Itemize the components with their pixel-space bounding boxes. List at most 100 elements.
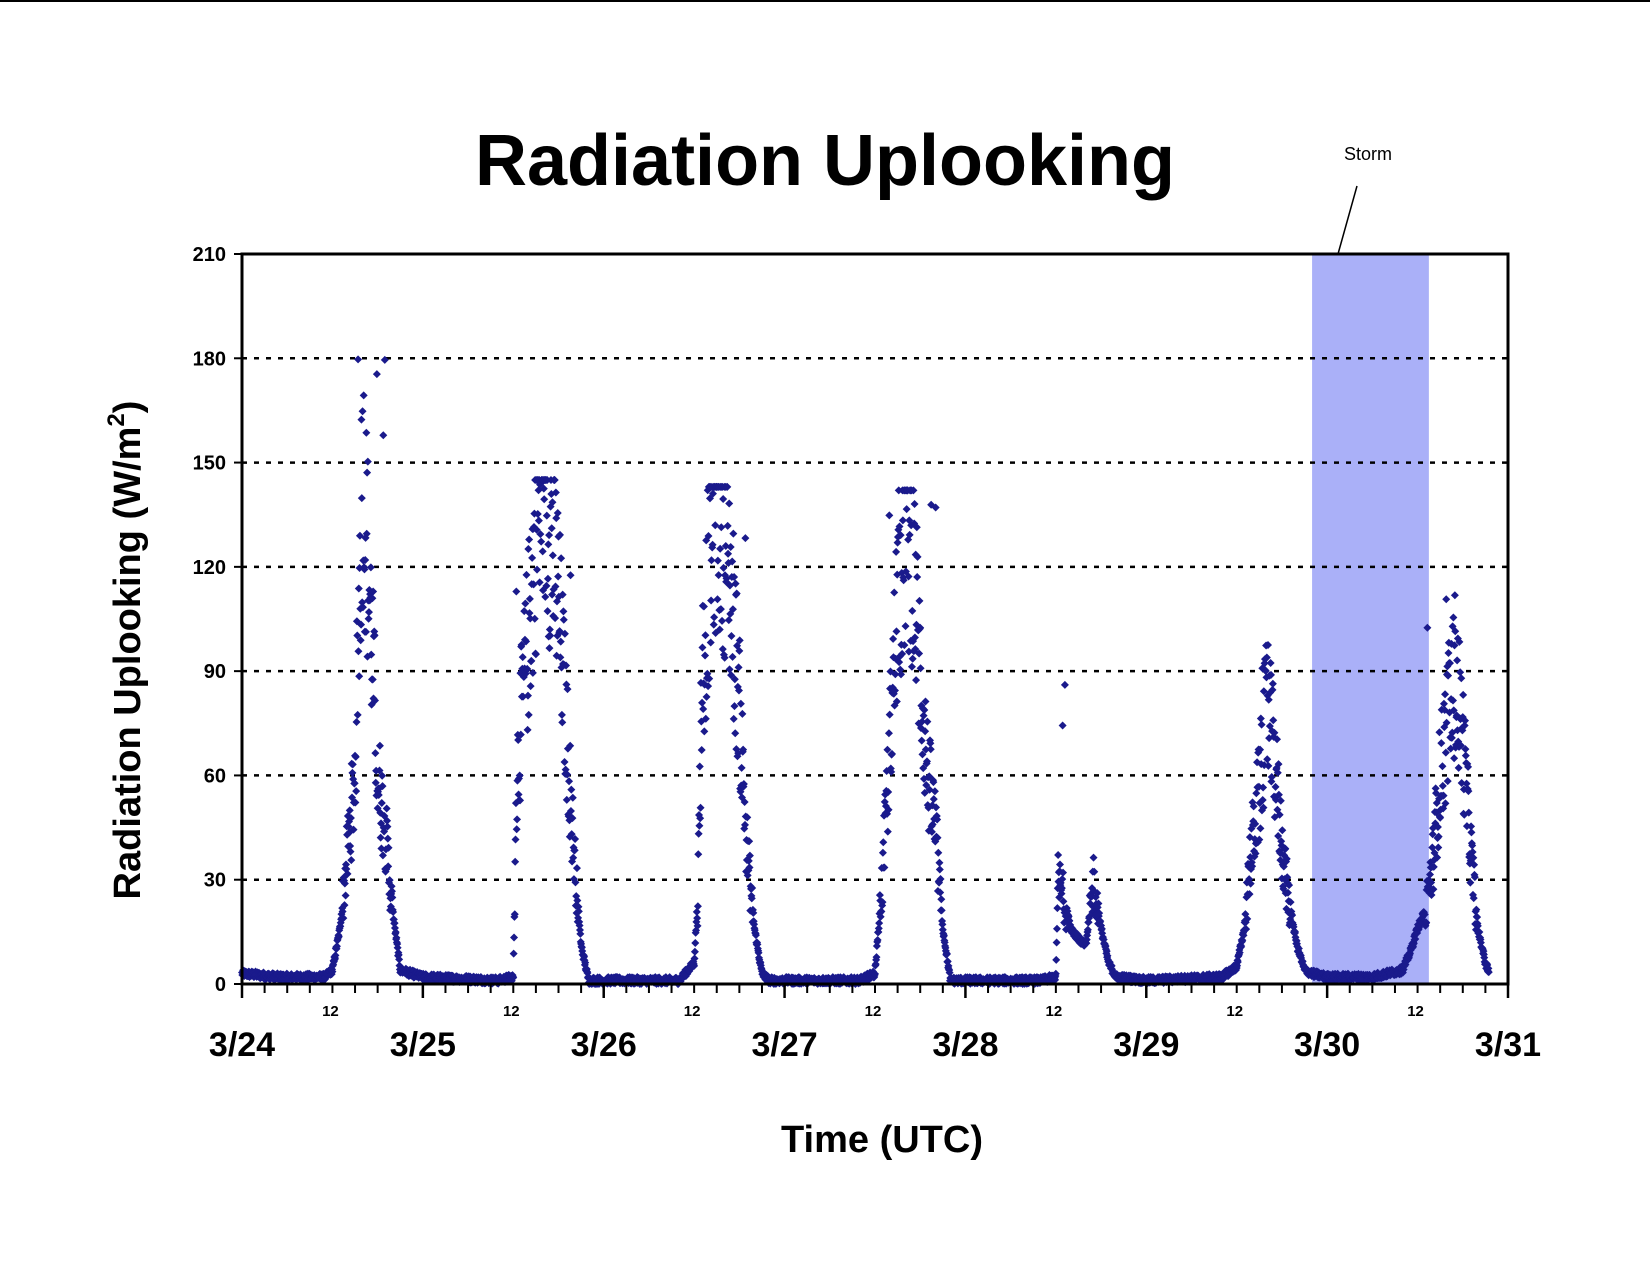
data-point (1059, 868, 1068, 877)
data-point (921, 697, 930, 706)
data-point (1252, 789, 1261, 798)
data-point (1450, 591, 1459, 600)
data-point (368, 675, 377, 684)
data-point (369, 587, 378, 596)
data-point (1461, 751, 1470, 760)
data-point (542, 511, 551, 520)
y-axis-title: Radiation Uplooking (W/m2) (103, 401, 149, 900)
data-point (1285, 881, 1294, 890)
data-point (340, 901, 349, 910)
data-point (694, 850, 703, 859)
data-point (354, 647, 363, 656)
data-point (1470, 860, 1479, 869)
data-point (1281, 844, 1290, 853)
data-point (899, 576, 908, 585)
data-point (904, 572, 913, 581)
data-point (1264, 761, 1273, 770)
y-tick-label: 180 (193, 348, 226, 370)
data-point (543, 607, 552, 616)
data-point (551, 582, 560, 591)
data-point (701, 714, 710, 723)
data-point (934, 848, 943, 857)
data-point (902, 505, 911, 514)
data-point (714, 571, 723, 580)
data-point (385, 876, 394, 885)
data-point (916, 623, 925, 632)
data-point (913, 572, 922, 581)
data-point (745, 851, 754, 860)
storm-annotation-leader (1337, 185, 1358, 255)
data-point (1467, 828, 1476, 837)
data-point (1052, 955, 1061, 964)
data-point (357, 494, 366, 503)
data-point (695, 821, 704, 830)
data-point (896, 670, 905, 679)
data-point (1261, 667, 1270, 676)
data-point (917, 736, 926, 745)
data-point (890, 588, 899, 597)
data-point (1441, 799, 1450, 808)
noon-label: 12 (322, 1003, 339, 1020)
data-point (558, 590, 567, 599)
data-point (562, 795, 571, 804)
data-point (1097, 924, 1106, 933)
data-point (1428, 830, 1437, 839)
data-point (1083, 925, 1092, 934)
data-point (1427, 878, 1436, 887)
data-point (372, 370, 381, 379)
data-point (1053, 904, 1062, 913)
data-point (1442, 595, 1451, 604)
data-point (340, 879, 349, 888)
data-point (553, 509, 562, 518)
data-point (380, 827, 389, 836)
data-point (392, 933, 401, 942)
data-point (581, 958, 590, 967)
data-point (884, 805, 893, 814)
data-point (512, 587, 521, 596)
data-point (877, 907, 886, 916)
data-point (1433, 853, 1442, 862)
data-point (728, 557, 737, 566)
data-point (928, 820, 937, 829)
data-point (351, 752, 360, 761)
data-point (871, 969, 879, 978)
data-point (534, 516, 543, 525)
data-point (363, 468, 372, 477)
data-point (1243, 914, 1252, 923)
data-point (357, 415, 366, 424)
data-point (509, 973, 518, 982)
data-point (918, 717, 927, 726)
data-point (560, 629, 569, 638)
data-point (388, 893, 397, 902)
data-point (1268, 685, 1277, 694)
data-point (1286, 898, 1295, 907)
data-point (1251, 849, 1260, 858)
data-point (548, 551, 557, 560)
data-point (711, 521, 720, 530)
data-point (1274, 831, 1283, 840)
data-point (559, 607, 568, 616)
data-point (1057, 889, 1066, 898)
data-point (913, 552, 922, 561)
noon-label: 12 (684, 1003, 701, 1020)
data-point (528, 553, 537, 562)
data-point (525, 594, 534, 603)
data-point (740, 797, 749, 806)
data-point (361, 556, 370, 565)
data-point (719, 495, 728, 504)
day-label: 3/25 (390, 1026, 456, 1064)
data-point (1266, 659, 1275, 668)
data-point (347, 856, 356, 865)
data-point (1283, 873, 1292, 882)
data-point (727, 631, 736, 640)
data-point (1262, 653, 1271, 662)
data-point (736, 699, 745, 708)
data-point (1435, 728, 1444, 737)
data-point (879, 838, 888, 847)
data-point (360, 565, 369, 574)
data-point (1438, 762, 1447, 771)
data-point (702, 692, 711, 701)
data-point (1433, 823, 1442, 832)
data-point (748, 883, 757, 892)
